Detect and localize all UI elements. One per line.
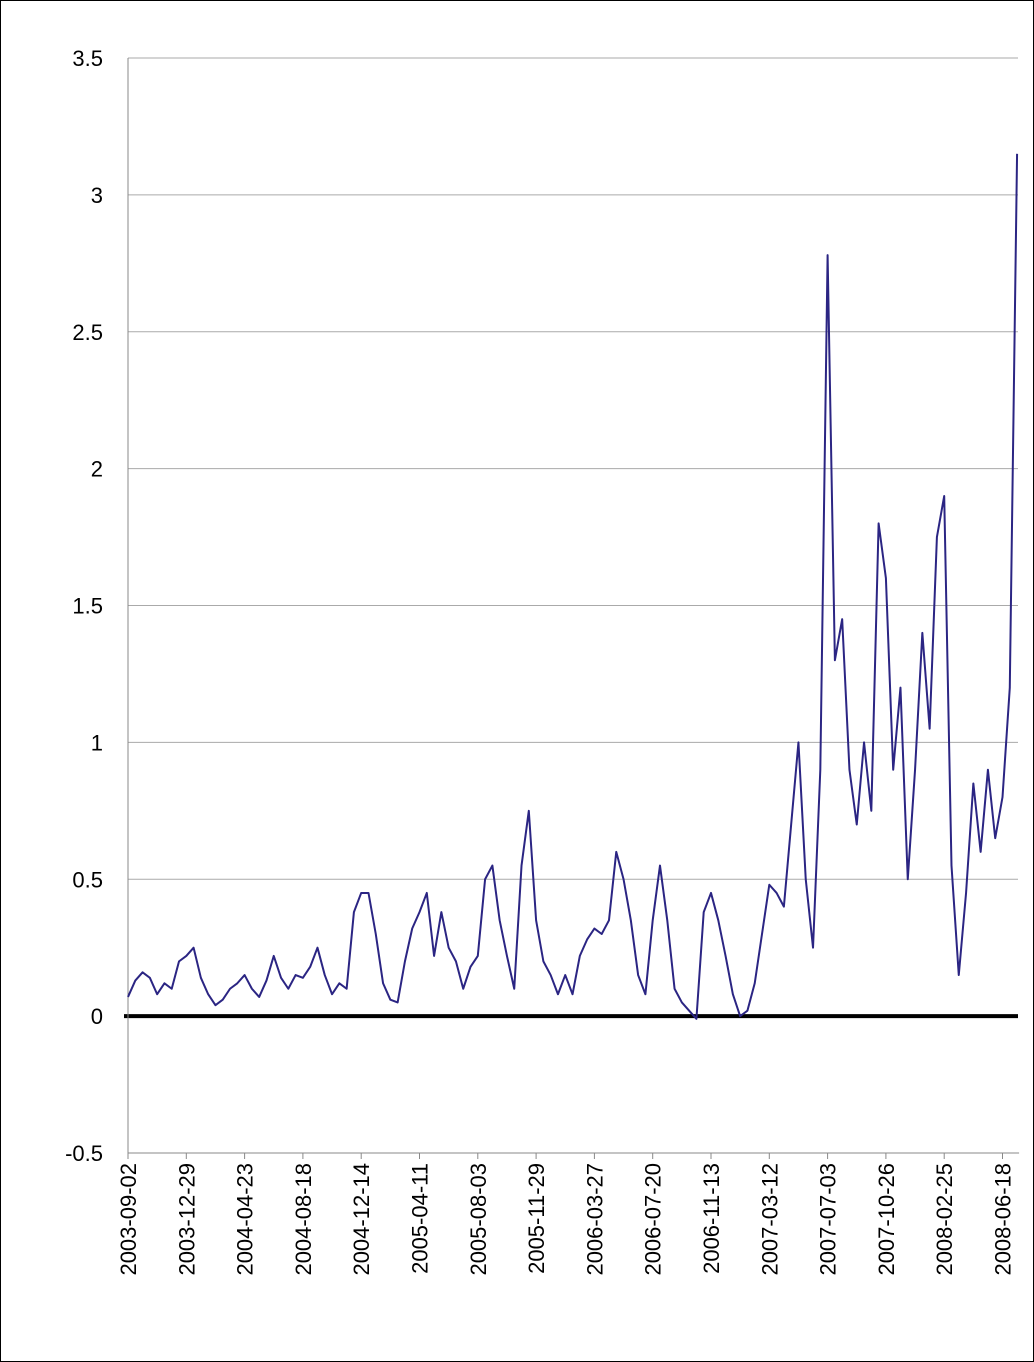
y-tick-label: 2	[91, 457, 103, 482]
x-tick-label: 2008-02-25	[932, 1163, 957, 1276]
x-tick-label: 2003-12-29	[174, 1163, 199, 1276]
data-line	[127, 153, 1019, 1020]
y-tick-label: 2.5	[72, 320, 103, 345]
x-tick-label: 2006-11-13	[699, 1163, 724, 1274]
x-tick-label: 2006-03-27	[582, 1163, 607, 1276]
x-tick-label: 2004-08-18	[291, 1163, 316, 1276]
y-tick-label: -0.5	[65, 1141, 103, 1166]
x-tick-label: 2007-10-26	[874, 1163, 899, 1276]
y-tick-label: 1.5	[72, 594, 103, 619]
y-tick-label: 0.5	[72, 867, 103, 892]
x-tick-label: 2005-11-29	[524, 1163, 549, 1274]
x-tick-label: 2004-12-14	[349, 1163, 374, 1276]
x-tick-label: 2006-07-20	[641, 1163, 666, 1276]
y-tick-label: 3.5	[72, 46, 103, 71]
y-tick-label: 0	[91, 1004, 103, 1029]
x-tick-label: 2008-06-18	[991, 1163, 1016, 1276]
x-tick-label: 2005-04-11	[408, 1163, 433, 1274]
x-tick-label: 2007-07-03	[816, 1163, 841, 1276]
x-tick-label: 2003-09-02	[116, 1163, 141, 1276]
x-tick-label: 2005-08-03	[466, 1163, 491, 1276]
y-tick-label: 3	[91, 183, 103, 208]
x-tick-label: 2004-04-23	[233, 1163, 258, 1276]
y-tick-label: 1	[91, 730, 103, 755]
x-tick-label: 2007-03-12	[757, 1163, 782, 1276]
